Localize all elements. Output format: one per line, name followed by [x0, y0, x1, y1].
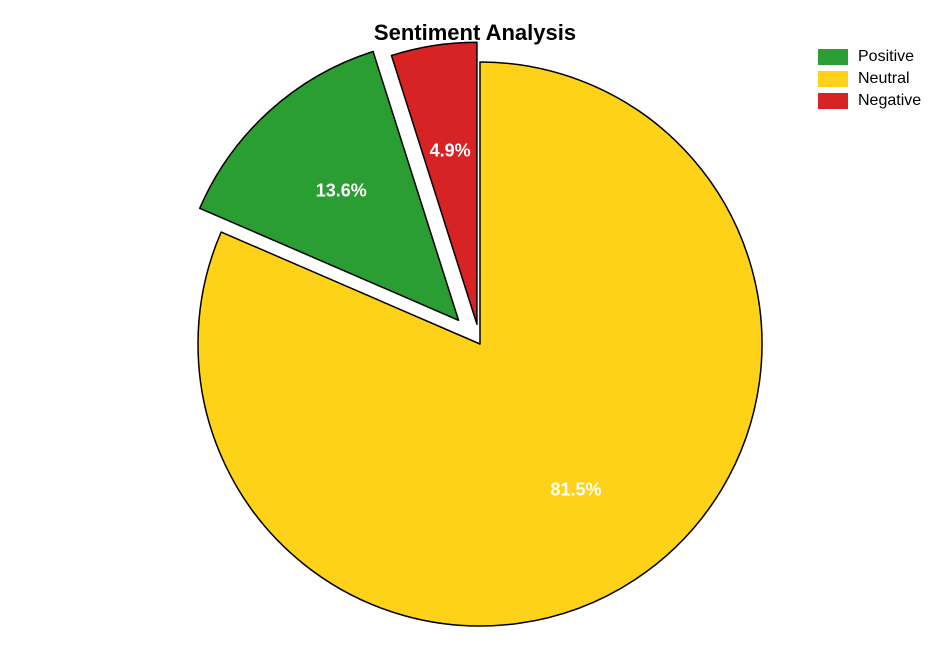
sentiment-pie-chart: Sentiment Analysis PositiveNeutralNegati…: [0, 0, 950, 662]
legend-swatch: [818, 93, 848, 109]
legend-swatch: [818, 71, 848, 87]
legend-label: Positive: [858, 48, 914, 66]
slice-label-neutral: 81.5%: [550, 480, 601, 501]
slice-label-negative: 4.9%: [430, 141, 471, 162]
legend-label: Neutral: [858, 70, 910, 88]
legend-label: Negative: [858, 92, 921, 110]
legend-item: Neutral: [818, 70, 921, 88]
pie-svg: [0, 0, 950, 662]
legend-item: Positive: [818, 48, 921, 66]
legend-swatch: [818, 49, 848, 65]
slice-label-positive: 13.6%: [316, 180, 367, 201]
legend-item: Negative: [818, 92, 921, 110]
legend: Positive Neutral Negative: [818, 48, 921, 114]
